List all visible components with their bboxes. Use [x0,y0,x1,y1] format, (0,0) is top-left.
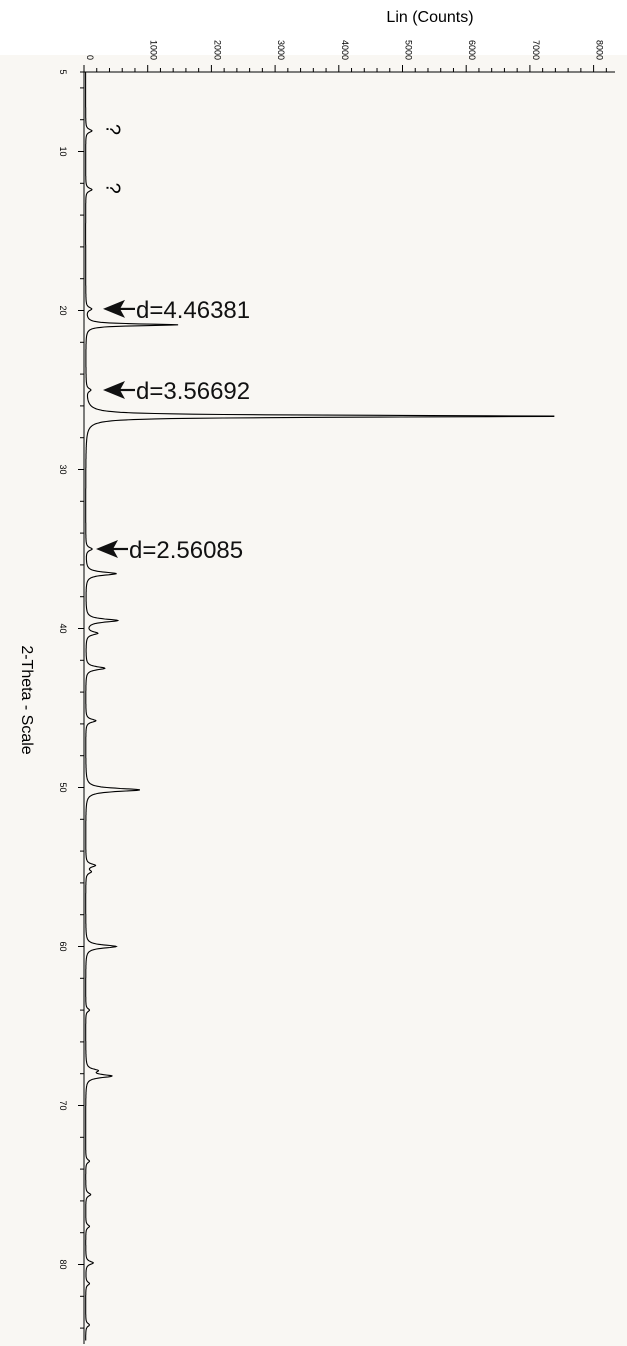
d-spacing-annotation: d=3.56692 [136,378,250,405]
y-tick-label: 3000 [276,40,286,60]
x-tick-label: 30 [58,464,68,474]
x-tick-label: 80 [58,1259,68,1269]
annotation-arrowhead [96,540,118,558]
y-tick-label: 7000 [531,40,541,60]
y-axis-title: Lin (Counts) [386,9,473,26]
x-tick-label: 5 [58,69,68,74]
y-tick-label: 2000 [212,40,222,60]
unknown-peak-annotation: ? [101,124,123,135]
x-tick-label: 50 [58,782,68,792]
y-tick-label: 0 [85,55,95,60]
x-axis-title: 2-Theta - Scale [18,645,35,754]
annotation-arrowhead [103,381,125,399]
y-tick-label: 8000 [595,40,605,60]
d-spacing-annotation: d=4.46381 [136,297,250,324]
x-tick-label: 40 [58,623,68,633]
d-spacing-annotation: d=2.56085 [129,537,243,564]
x-tick-label: 60 [58,941,68,951]
y-tick-label: 5000 [404,40,414,60]
unknown-peak-annotation: ? [101,183,123,194]
x-tick-label: 20 [58,305,68,315]
x-tick-label: 70 [58,1100,68,1110]
annotation-arrowhead [103,299,125,318]
y-tick-label: 4000 [340,40,350,60]
diffraction-trace [85,72,555,1341]
y-tick-label: 1000 [149,40,159,60]
plot-area [0,55,627,1346]
x-tick-label: 10 [58,146,68,156]
y-tick-label: 6000 [467,40,477,60]
